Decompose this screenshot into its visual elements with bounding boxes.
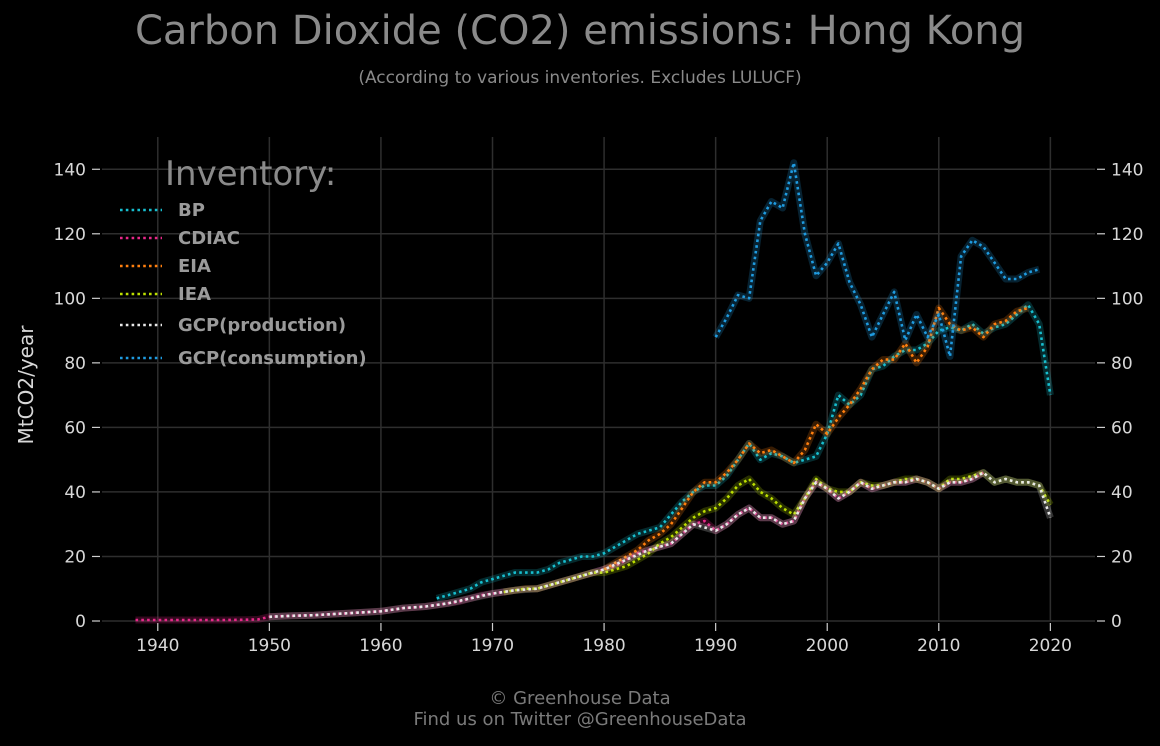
legend-label: IEA	[178, 284, 211, 305]
y-tick-label-left: 80	[64, 354, 86, 374]
legend-label: EIA	[178, 256, 211, 277]
x-tick-label: 1970	[471, 636, 514, 656]
y-tick-label-left: 20	[64, 547, 86, 567]
y-axis-label: MtCO2/year	[14, 325, 38, 445]
x-tick-label: 2020	[1029, 636, 1072, 656]
legend: Inventory: BP CDIAC EIA IEA GCP(production) GC…	[120, 154, 367, 369]
legend-label: BP	[178, 200, 205, 221]
y-tick-label-right: 20	[1111, 547, 1133, 567]
series-glow	[135, 469, 986, 624]
chart-subtitle: (According to various inventories. Exclu…	[358, 68, 802, 88]
legend-label: GCP(consumption)	[178, 348, 367, 369]
legend-label: CDIAC	[178, 228, 240, 249]
chart-title: Carbon Dioxide (CO2) emissions: Hong Kon…	[134, 8, 1026, 54]
y-tick-label-left: 100	[54, 289, 86, 309]
y-tick-label-right: 100	[1111, 289, 1143, 309]
x-tick-label: 2000	[806, 636, 849, 656]
series-lines	[135, 159, 1054, 624]
y-tick-label-right: 0	[1111, 612, 1122, 632]
y-tick-label-right: 40	[1111, 483, 1133, 503]
y-tick-label-left: 60	[64, 418, 86, 438]
y-tick-label-right: 140	[1111, 160, 1143, 180]
y-tick-label-left: 120	[54, 225, 86, 245]
footer-copyright: © Greenhouse Data	[489, 688, 671, 709]
series-glow	[602, 304, 1030, 573]
footer-twitter: Find us on Twitter @GreenhouseData	[413, 709, 747, 730]
y-tick-label-left: 40	[64, 483, 86, 503]
x-tick-label: 2010	[917, 636, 960, 656]
x-tick-label: 1940	[136, 636, 179, 656]
grid-lines	[102, 137, 1095, 622]
y-tick-label-left: 140	[54, 160, 86, 180]
series-line	[135, 471, 985, 622]
legend-title: Inventory:	[165, 154, 336, 194]
series-line	[503, 471, 1052, 594]
x-tick-label: 1990	[694, 636, 737, 656]
y-tick-label-right: 120	[1111, 225, 1143, 245]
series-line	[714, 161, 1040, 358]
x-tick-label: 1950	[248, 636, 291, 656]
y-tick-label-right: 80	[1111, 354, 1133, 374]
y-tick-label-right: 60	[1111, 418, 1133, 438]
y-tick-label-left: 0	[75, 612, 86, 632]
x-tick-label: 1980	[582, 636, 625, 656]
x-tick-label: 1960	[359, 636, 402, 656]
series-line	[269, 471, 1052, 619]
legend-label: GCP(production)	[178, 315, 346, 336]
series-glow	[269, 469, 1054, 621]
series-line	[603, 306, 1029, 571]
